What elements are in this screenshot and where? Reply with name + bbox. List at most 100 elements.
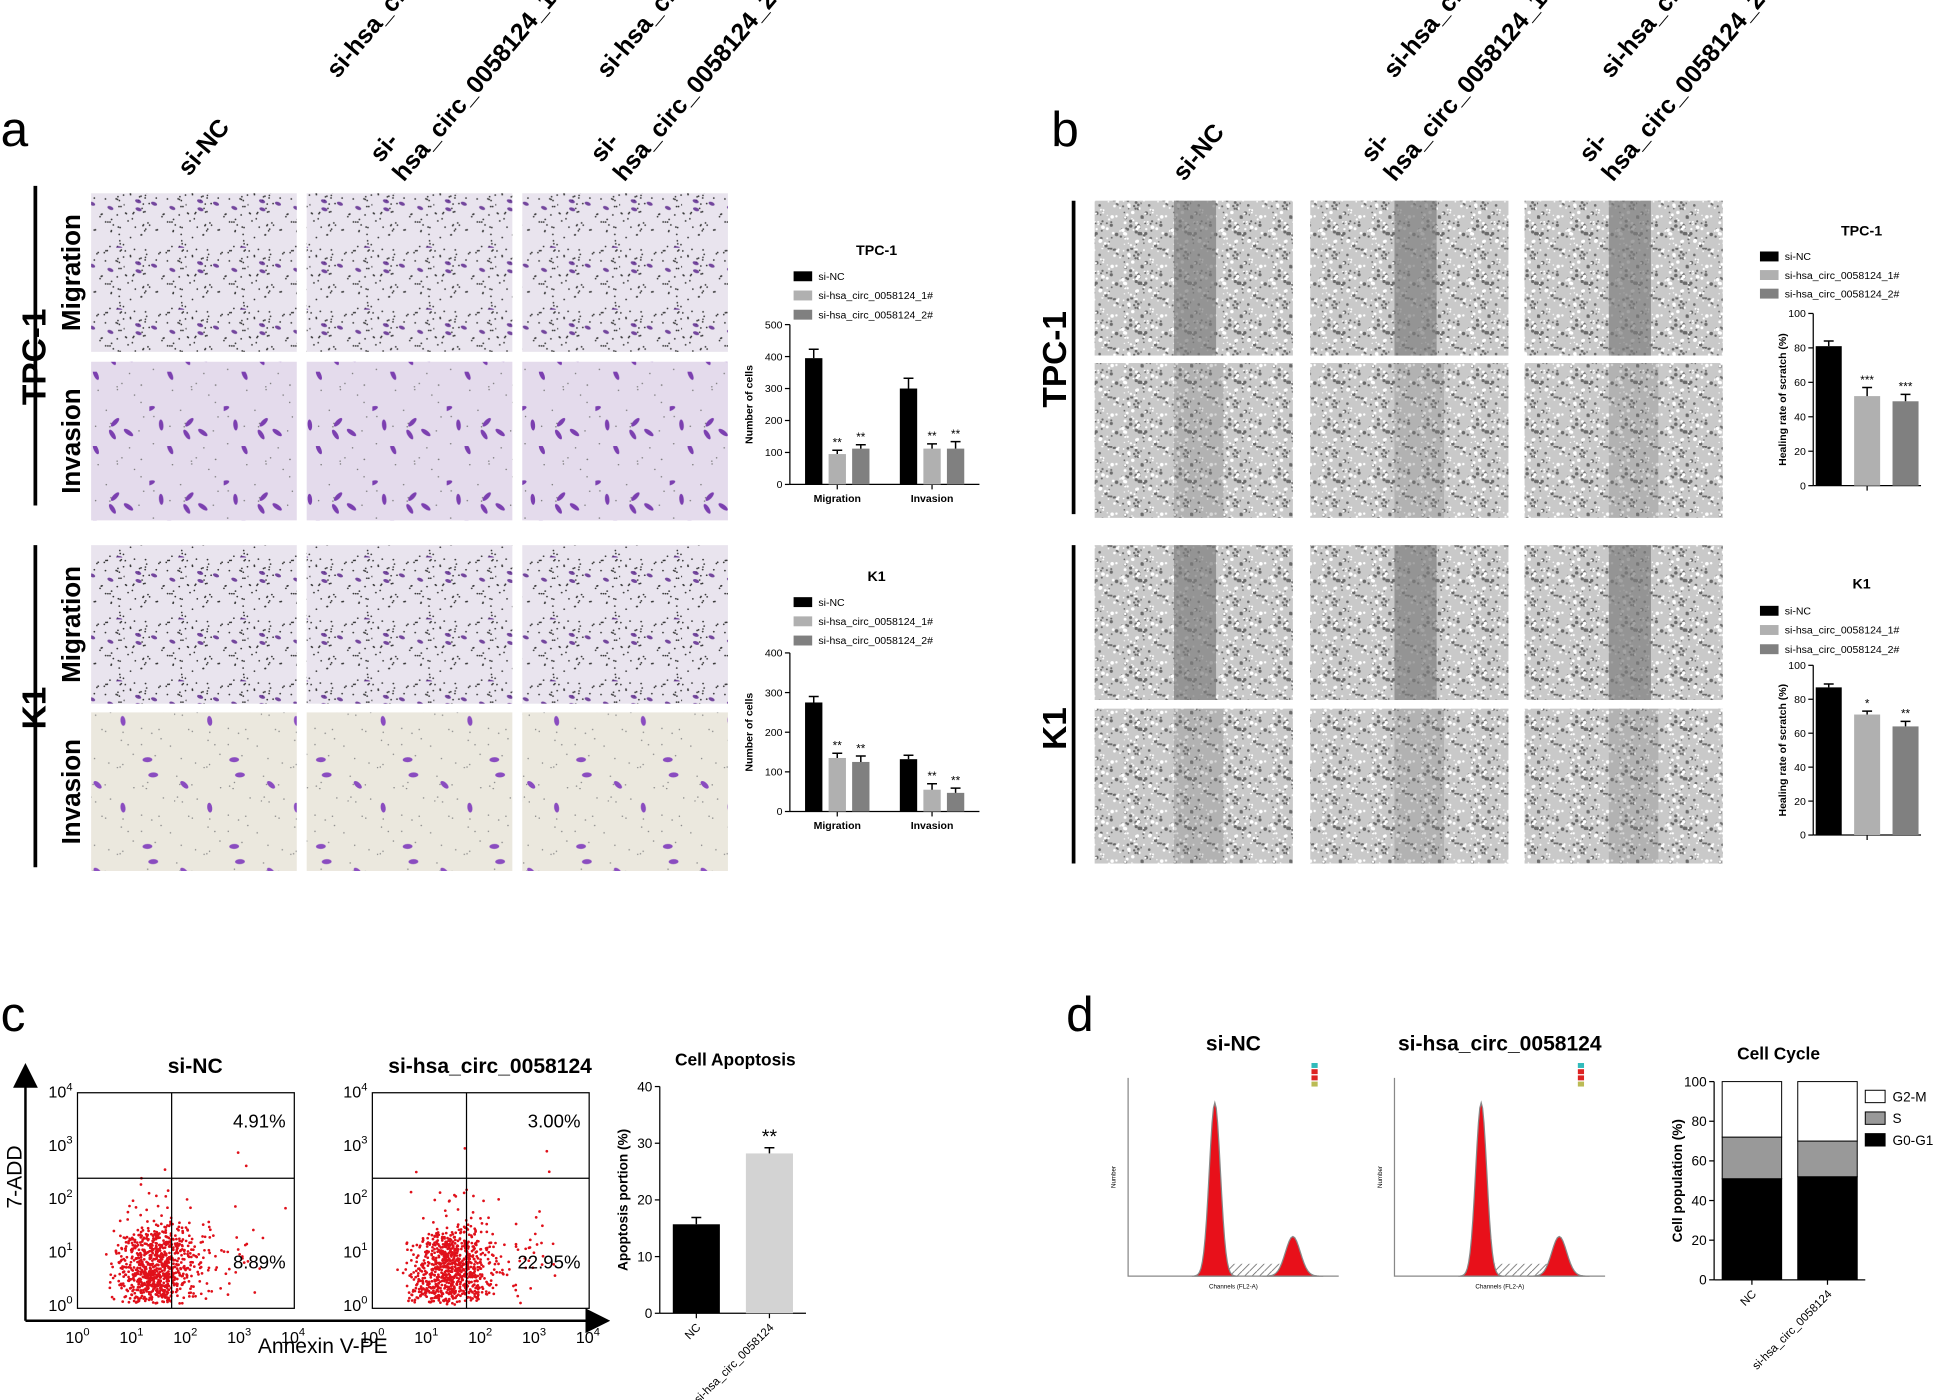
event-dot (177, 1228, 180, 1232)
event-dot (478, 1273, 482, 1276)
event-dot (127, 1270, 130, 1274)
event-dot (252, 1228, 255, 1232)
event-dot (241, 1256, 244, 1260)
event-dot (454, 1296, 457, 1300)
bar-segment (1797, 1176, 1858, 1281)
event-dot (471, 1297, 474, 1300)
event-dot (131, 1269, 135, 1272)
event-dot (453, 1241, 457, 1245)
event-dot (444, 1214, 448, 1218)
tick-exp: 1 (137, 1327, 143, 1339)
event-dot (451, 1253, 454, 1256)
event-dot (439, 1286, 442, 1290)
event-dot (132, 1233, 136, 1236)
micrograph (91, 193, 297, 352)
event-dot (485, 1230, 489, 1234)
event-dot (450, 1294, 454, 1298)
event-dot (190, 1284, 193, 1288)
event-dot (455, 1280, 459, 1284)
legend-label: si-NC (818, 597, 845, 609)
bar (672, 1224, 720, 1314)
event-dot (258, 1267, 262, 1271)
y-tick-label: 0 (777, 479, 783, 491)
row-label: TPC-1 (1037, 311, 1074, 408)
event-dot (430, 1249, 434, 1253)
event-dot (151, 1265, 155, 1269)
event-dot (164, 1252, 168, 1255)
bar (946, 792, 965, 812)
event-dot (189, 1241, 193, 1244)
event-dot (421, 1263, 425, 1267)
event-dot (124, 1273, 128, 1277)
chart-title: Cell Apoptosis (675, 1049, 796, 1069)
event-dot (451, 1251, 455, 1254)
event-dot (470, 1235, 474, 1239)
event-dot (446, 1256, 450, 1259)
event-dot (448, 1246, 452, 1250)
event-dot (203, 1248, 206, 1252)
event-dot (139, 1296, 143, 1300)
g1-peak (1458, 1100, 1505, 1277)
event-dot (473, 1294, 477, 1298)
event-dot (182, 1296, 186, 1300)
event-dot (112, 1229, 116, 1233)
event-dot (147, 1298, 151, 1302)
legend-label: si-hsa_circ_0058124_1# (1785, 270, 1900, 282)
event-dot (516, 1248, 520, 1252)
event-dot (421, 1279, 424, 1283)
hist-y-label: Number (1111, 1166, 1118, 1188)
event-dot (438, 1265, 442, 1269)
event-dot (174, 1234, 177, 1237)
event-dot (155, 1301, 159, 1305)
event-dot (118, 1283, 121, 1287)
event-dot (445, 1269, 449, 1273)
significance: ** (951, 428, 961, 441)
scratch (1173, 200, 1217, 356)
event-dot (132, 1259, 136, 1262)
micrograph (1310, 363, 1509, 518)
legend-swatch (793, 290, 813, 301)
event-dot (445, 1285, 449, 1289)
event-dot (149, 1267, 153, 1271)
event-dot (151, 1240, 155, 1244)
event-dot (476, 1295, 480, 1299)
flow-y-label: 7-ADD (4, 1145, 27, 1208)
tick-base: 10 (65, 1329, 83, 1347)
event-dot (129, 1286, 133, 1290)
event-dot (184, 1239, 188, 1243)
column-label: si-NC (173, 114, 235, 181)
event-dot (156, 1204, 160, 1208)
event-dot (540, 1241, 543, 1245)
y-tick-label: 102 (48, 1188, 72, 1208)
scratch (1394, 363, 1445, 518)
event-dot (189, 1291, 193, 1295)
event-dot (192, 1292, 195, 1295)
event-dot (466, 1228, 470, 1231)
event-dot (443, 1276, 447, 1280)
event-dot (466, 1223, 470, 1227)
event-dot (171, 1248, 175, 1252)
legend-swatch (1311, 1075, 1318, 1081)
event-dot (182, 1264, 186, 1268)
event-dot (121, 1267, 124, 1271)
flow-x-label: Annexin V-PE (258, 1335, 388, 1358)
event-dot (439, 1301, 442, 1304)
tick-exp: 2 (486, 1327, 492, 1339)
tick-base: 10 (48, 1137, 66, 1155)
event-dot (172, 1262, 175, 1266)
legend-swatch (1577, 1063, 1585, 1068)
event-dot (180, 1253, 183, 1257)
event-dot (127, 1265, 131, 1269)
event-dot (189, 1206, 192, 1210)
event-dot (407, 1299, 410, 1303)
bar (899, 759, 918, 812)
y-tick-label: 0 (645, 1306, 653, 1321)
event-dot (413, 1300, 417, 1304)
chart-title: TPC-1 (1841, 223, 1882, 239)
event-dot (454, 1289, 457, 1293)
event-dot (408, 1274, 412, 1277)
event-dot (176, 1259, 179, 1263)
tick-base: 10 (576, 1329, 594, 1347)
event-dot (253, 1291, 257, 1294)
event-dot (177, 1257, 181, 1260)
